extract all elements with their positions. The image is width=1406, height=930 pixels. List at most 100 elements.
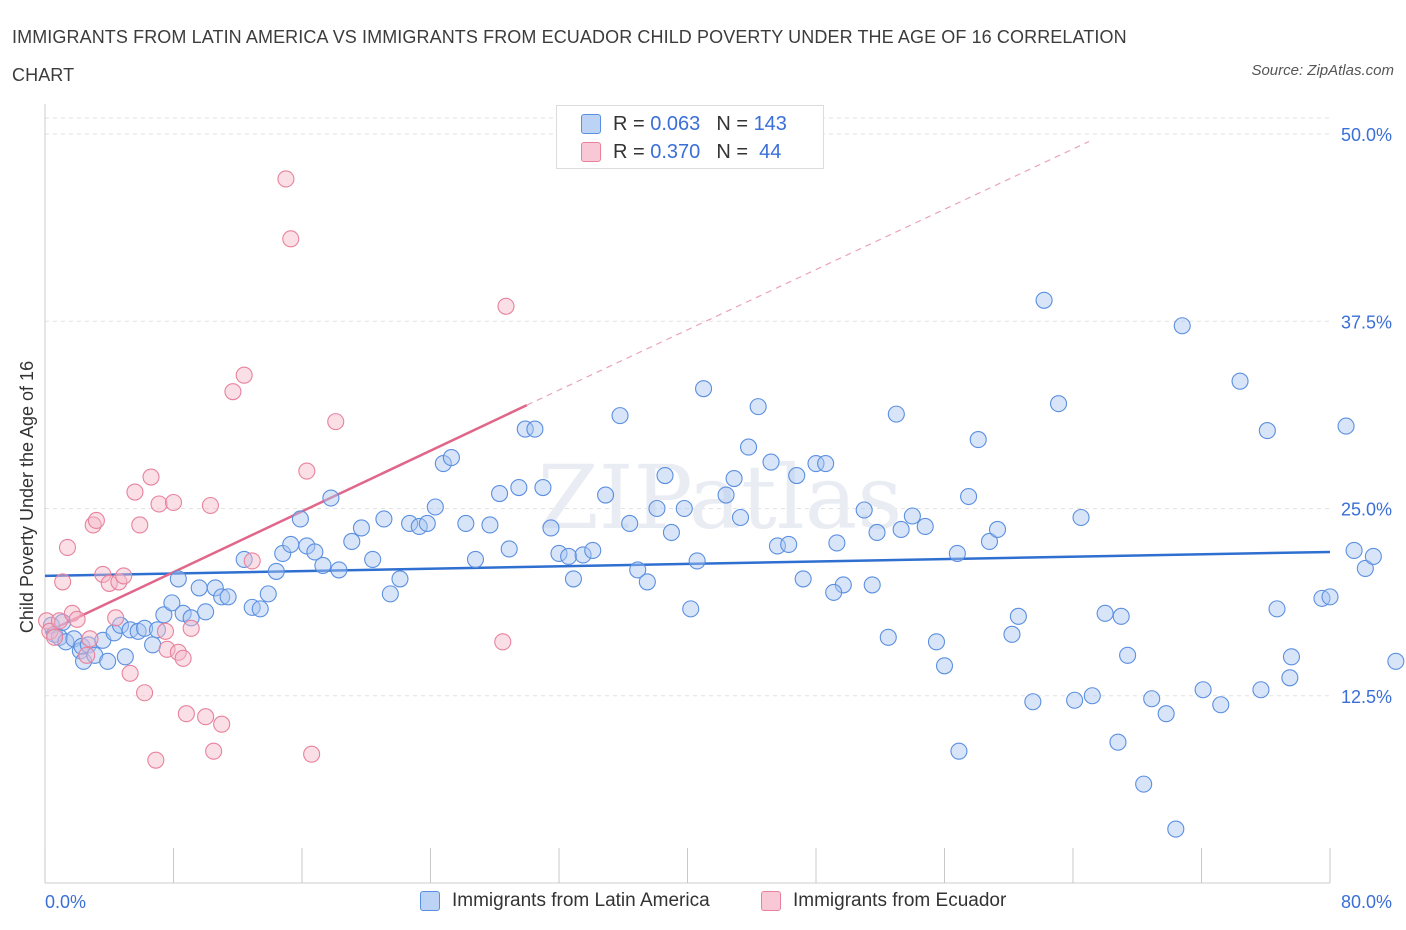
data-point-latin-america	[1143, 690, 1161, 708]
data-point-latin-america	[638, 573, 656, 591]
y-axis-label: Child Poverty Under the Age of 16	[17, 361, 37, 633]
legend-swatch-pink	[761, 891, 781, 911]
trend-line-ecuador-extension	[526, 140, 1090, 406]
data-point-latin-america	[817, 455, 835, 473]
x-tick-label: 0.0%	[45, 892, 86, 912]
data-point-latin-america	[1231, 372, 1249, 390]
data-point-latin-america	[542, 519, 560, 537]
data-point-latin-america	[725, 469, 743, 488]
data-point-ecuador	[54, 573, 72, 591]
data-point-latin-america	[597, 486, 615, 504]
data-point-ecuador	[174, 649, 192, 667]
data-point-latin-america	[825, 583, 843, 601]
trend-line-latin-america	[44, 550, 1331, 578]
data-point-latin-america	[1252, 681, 1270, 699]
data-point-latin-america	[935, 657, 954, 675]
data-point-ecuador	[147, 751, 165, 769]
data-point-latin-america	[916, 517, 934, 536]
y-tick-label: 12.5%	[1341, 687, 1392, 707]
data-point-ecuador	[327, 413, 345, 431]
data-point-latin-america	[948, 544, 966, 562]
data-point-ecuador	[156, 622, 175, 640]
data-point-latin-america	[322, 489, 340, 507]
data-point-latin-america	[197, 603, 215, 621]
source-label: Source: ZipAtlas.com	[1251, 62, 1394, 79]
data-point-latin-america	[99, 652, 117, 670]
r-label: R =	[613, 140, 645, 163]
data-point-latin-america	[219, 588, 237, 606]
axes	[44, 104, 1331, 884]
data-point-ecuador	[68, 610, 86, 628]
data-point-ecuador	[303, 745, 321, 763]
legend-item-ecuador[interactable]: Immigrants from Ecuador	[761, 890, 1006, 912]
data-point-latin-america	[1194, 681, 1212, 699]
data-point-ecuador	[494, 633, 512, 651]
data-point-latin-america	[1112, 607, 1130, 625]
data-point-latin-america	[391, 570, 409, 588]
data-point-latin-america	[343, 532, 361, 551]
data-point-latin-america	[927, 633, 946, 651]
data-point-ecuador	[150, 495, 168, 513]
data-point-latin-america	[1321, 588, 1339, 606]
data-point-latin-america	[550, 544, 568, 562]
data-point-latin-america	[116, 648, 134, 666]
data-point-latin-america	[136, 619, 154, 637]
data-point-latin-america	[267, 562, 285, 580]
data-point-latin-america	[868, 523, 886, 542]
data-point-latin-america	[629, 561, 647, 579]
data-point-ecuador	[182, 619, 200, 637]
trend-line-ecuador	[44, 404, 528, 634]
data-point-latin-america	[794, 570, 812, 588]
data-point-latin-america	[457, 514, 475, 533]
data-point-latin-america	[731, 508, 750, 527]
data-point-latin-america	[560, 547, 578, 565]
data-point-latin-america	[251, 600, 269, 618]
data-point-latin-america	[314, 556, 332, 574]
legend-item-latin-america[interactable]: Immigrants from Latin America	[420, 890, 710, 912]
data-point-latin-america	[1066, 691, 1084, 709]
stats-legend: R = 0.063 N = 143 R = 0.370 N = 44	[556, 105, 824, 169]
data-point-latin-america	[903, 507, 921, 525]
data-point-latin-america	[526, 420, 544, 438]
data-point-latin-america	[1035, 291, 1053, 309]
legend-label: Immigrants from Latin America	[452, 890, 710, 911]
data-point-latin-america	[155, 606, 173, 624]
stats-row-ecuador: R = 0.370 N = 44	[581, 139, 781, 165]
data-point-latin-america	[1083, 687, 1101, 705]
data-point-latin-america	[169, 570, 187, 588]
data-point-ecuador	[243, 552, 261, 570]
data-point-latin-america	[1167, 820, 1185, 838]
data-point-latin-america	[863, 576, 881, 594]
data-point-ecuador	[197, 708, 215, 726]
data-point-ecuador	[497, 297, 515, 315]
data-point-latin-america	[144, 636, 162, 654]
data-point-latin-america	[1003, 625, 1021, 643]
data-point-latin-america	[163, 594, 181, 612]
data-point-ecuador	[205, 742, 223, 760]
tick-labels: 12.5% 25.0% 37.5% 50.0% 0.0% 80.0%	[45, 125, 1392, 912]
data-point-latin-america	[330, 561, 348, 579]
data-point-latin-america	[788, 466, 806, 485]
data-point-latin-america	[675, 499, 693, 518]
data-point-latin-america	[364, 550, 382, 568]
data-point-latin-america	[306, 543, 324, 561]
data-point-latin-america	[534, 478, 552, 497]
legend-swatch-blue	[420, 891, 440, 911]
data-point-ecuador	[164, 493, 183, 512]
data-point-latin-america	[879, 628, 897, 646]
swatch-pink	[581, 142, 601, 162]
data-point-ecuador	[58, 538, 77, 556]
data-point-latin-america	[564, 570, 583, 588]
data-point-ecuador	[46, 628, 64, 646]
y-tick-label: 25.0%	[1341, 500, 1392, 520]
data-point-latin-america	[259, 585, 277, 603]
data-point-latin-america	[749, 398, 767, 416]
data-point-ecuador	[50, 612, 69, 630]
data-point-latin-america	[695, 380, 713, 398]
n-value: 44	[753, 140, 782, 163]
data-point-ecuador	[107, 609, 125, 627]
n-value: 143	[753, 112, 787, 135]
data-point-latin-america	[426, 498, 444, 516]
data-point-latin-america	[352, 519, 370, 537]
